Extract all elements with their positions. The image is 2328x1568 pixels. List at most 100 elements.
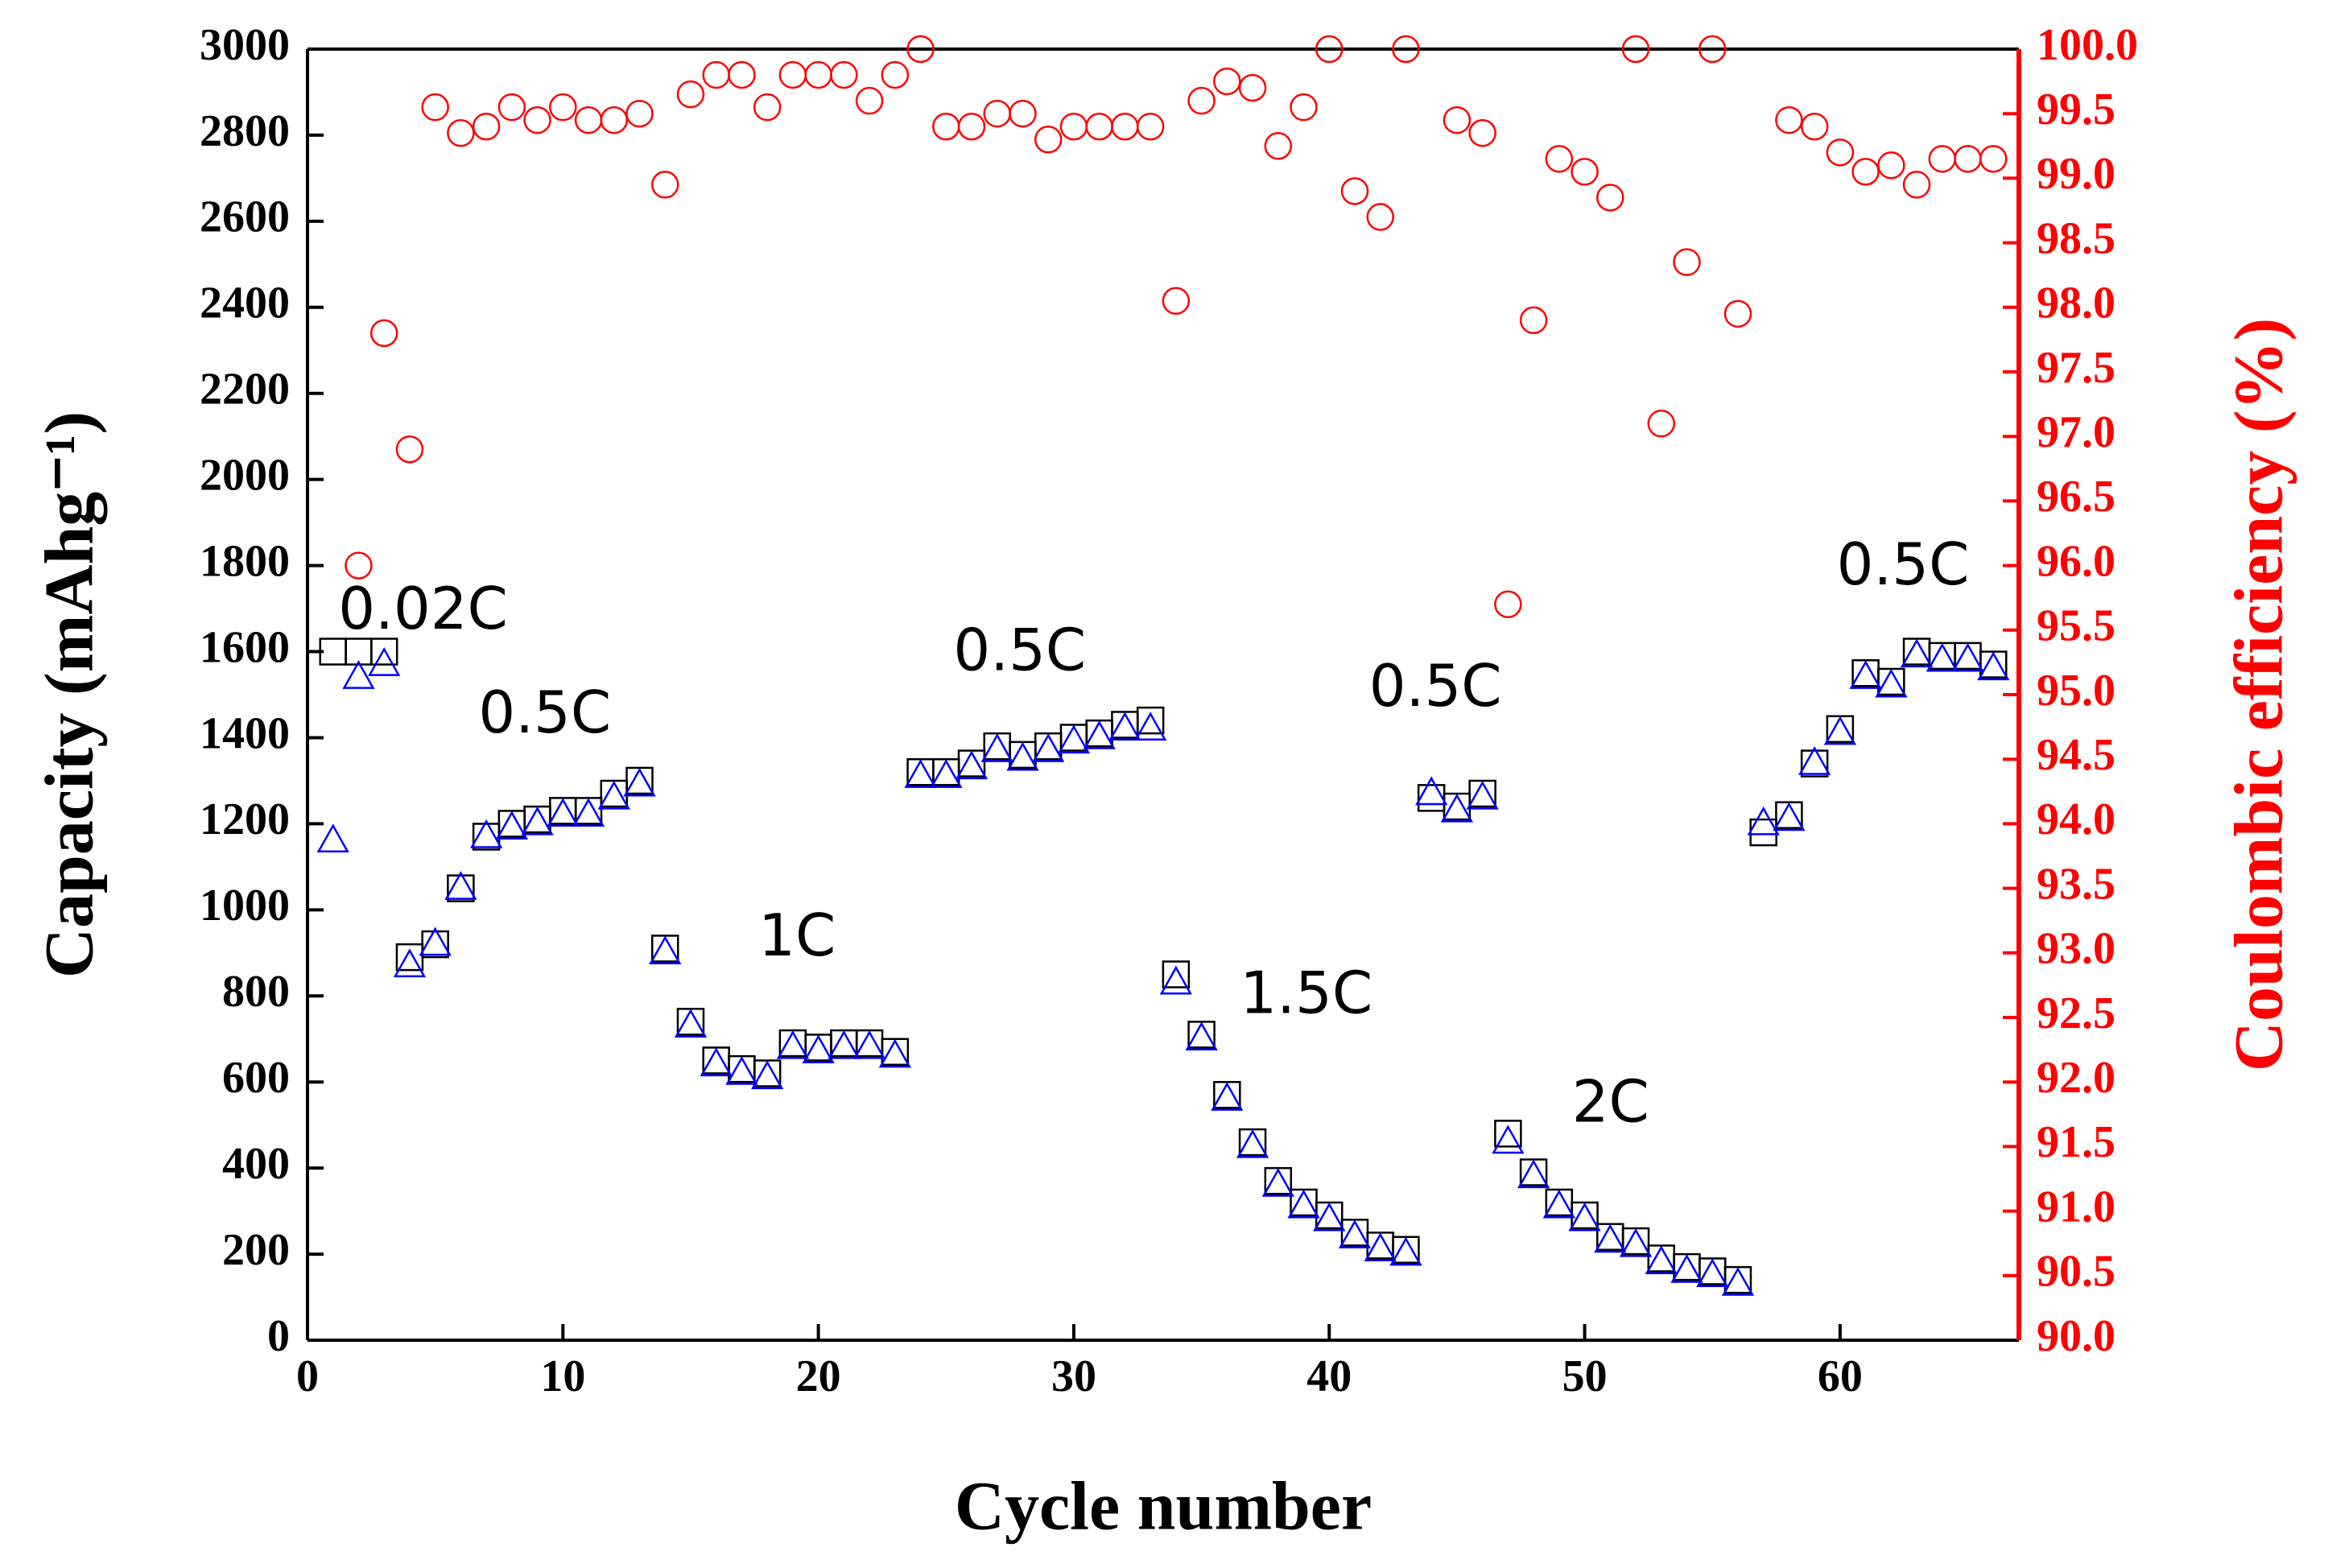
y2-tick-label: 96.5 <box>2037 472 2115 522</box>
triangle-marker <box>316 823 349 853</box>
triangle-marker <box>725 1055 758 1085</box>
triangle-marker <box>1185 1021 1218 1050</box>
square-marker <box>447 874 475 902</box>
circle-marker <box>753 93 782 122</box>
y2-tick-label: 91.5 <box>2037 1117 2115 1167</box>
circle-marker <box>574 105 603 134</box>
square-marker <box>421 930 449 959</box>
y-tick-label: 2000 <box>200 451 290 501</box>
circle-marker <box>881 60 910 89</box>
triangle-marker <box>572 798 605 827</box>
triangle-marker <box>1926 642 1959 672</box>
x-axis-label: Cycle number <box>955 1467 1372 1545</box>
y2-axis-label: Coulombic efficiency (%) <box>2220 318 2297 1071</box>
triangle-marker <box>1900 638 1934 668</box>
annotation: 0.5C <box>1369 652 1502 720</box>
triangle-marker <box>1619 1228 1653 1257</box>
y2-tick-label: 91.0 <box>2037 1182 2115 1232</box>
circle-marker <box>1443 105 1472 134</box>
circle-marker <box>1928 145 1957 173</box>
circle-marker <box>1136 112 1165 141</box>
triangle-marker <box>1133 712 1167 741</box>
y2-tick-label: 95.5 <box>2037 601 2115 651</box>
x-tick-label: 40 <box>1306 1351 1352 1401</box>
y-tick-label: 600 <box>222 1053 290 1103</box>
circle-marker <box>1826 138 1855 167</box>
y-tick-label: 200 <box>222 1225 290 1275</box>
triangle-marker <box>1568 1202 1601 1232</box>
triangle-marker <box>521 806 554 836</box>
triangle-marker <box>1083 720 1116 749</box>
square-marker <box>1136 706 1165 735</box>
triangle-marker <box>1721 1266 1755 1296</box>
y-tick-label: 2400 <box>200 279 290 328</box>
circle-marker <box>1494 590 1522 618</box>
triangle-marker <box>419 926 452 956</box>
circle-marker <box>728 60 756 89</box>
circle-marker <box>1213 67 1241 96</box>
annotation: 0.5C <box>953 617 1086 684</box>
circle-marker <box>549 93 577 122</box>
y2-tick-label: 99.5 <box>2037 85 2115 134</box>
triangle-marker <box>1951 642 1984 672</box>
y2-tick-label: 93.0 <box>2037 924 2115 974</box>
triangle-marker <box>1594 1223 1627 1253</box>
square-marker <box>1800 749 1829 778</box>
triangle-marker <box>597 780 630 810</box>
y-tick-label: 2200 <box>200 365 290 415</box>
circle-marker <box>369 319 398 348</box>
triangle-marker <box>1696 1258 1729 1288</box>
circle-marker <box>676 80 705 109</box>
circle-marker <box>702 60 730 89</box>
circle-marker <box>600 105 629 134</box>
circle-marker <box>1085 112 1113 141</box>
triangle-marker <box>1236 1129 1269 1158</box>
y2-tick-label: 96.0 <box>2037 536 2115 586</box>
circle-marker <box>778 60 807 89</box>
triangle-marker <box>878 1038 911 1068</box>
triangle-marker <box>1849 660 1882 689</box>
triangle-marker <box>1542 1189 1575 1219</box>
triangle-marker <box>674 1009 708 1038</box>
x-tick-label: 60 <box>1818 1351 1863 1401</box>
triangle-marker <box>1287 1189 1320 1219</box>
annotation: 0.02C <box>338 575 508 642</box>
y-tick-label: 2800 <box>200 106 290 156</box>
circle-marker <box>957 112 986 141</box>
circle-marker <box>1851 158 1880 186</box>
circle-marker <box>1264 132 1293 160</box>
circle-marker <box>1034 126 1063 154</box>
circle-marker <box>855 86 884 115</box>
triangle-marker <box>776 1030 810 1059</box>
triangle-marker <box>495 811 528 840</box>
y-tick-label: 1600 <box>200 622 290 672</box>
triangle-marker <box>828 1030 861 1059</box>
circle-marker <box>1545 145 1574 173</box>
triangle-marker <box>1773 802 1806 831</box>
circle-marker <box>804 60 832 89</box>
circle-marker <box>1059 112 1088 141</box>
circle-marker <box>1366 203 1394 231</box>
circle-marker <box>1902 171 1931 199</box>
circle-marker <box>1009 99 1037 128</box>
circle-marker <box>447 119 475 147</box>
y-tick-label: 1800 <box>200 536 290 586</box>
circle-marker <box>1392 35 1420 64</box>
circle-marker <box>1111 112 1139 141</box>
circle-marker <box>830 60 858 89</box>
annotation: 1.5C <box>1240 959 1372 1027</box>
triangle-marker <box>1211 1082 1244 1111</box>
x-tick-label: 30 <box>1051 1351 1096 1401</box>
triangle-marker <box>930 759 963 788</box>
annotation: 0.5C <box>1837 530 1970 598</box>
square-marker <box>1417 784 1446 812</box>
triangle-marker <box>623 767 656 797</box>
circle-marker <box>1315 35 1344 64</box>
circle-marker <box>625 99 654 128</box>
x-tick-label: 20 <box>796 1351 841 1401</box>
circle-marker <box>1723 299 1752 328</box>
x-tick-label: 50 <box>1562 1351 1608 1401</box>
circle-marker <box>650 171 679 199</box>
y2-tick-label: 94.0 <box>2037 794 2115 844</box>
